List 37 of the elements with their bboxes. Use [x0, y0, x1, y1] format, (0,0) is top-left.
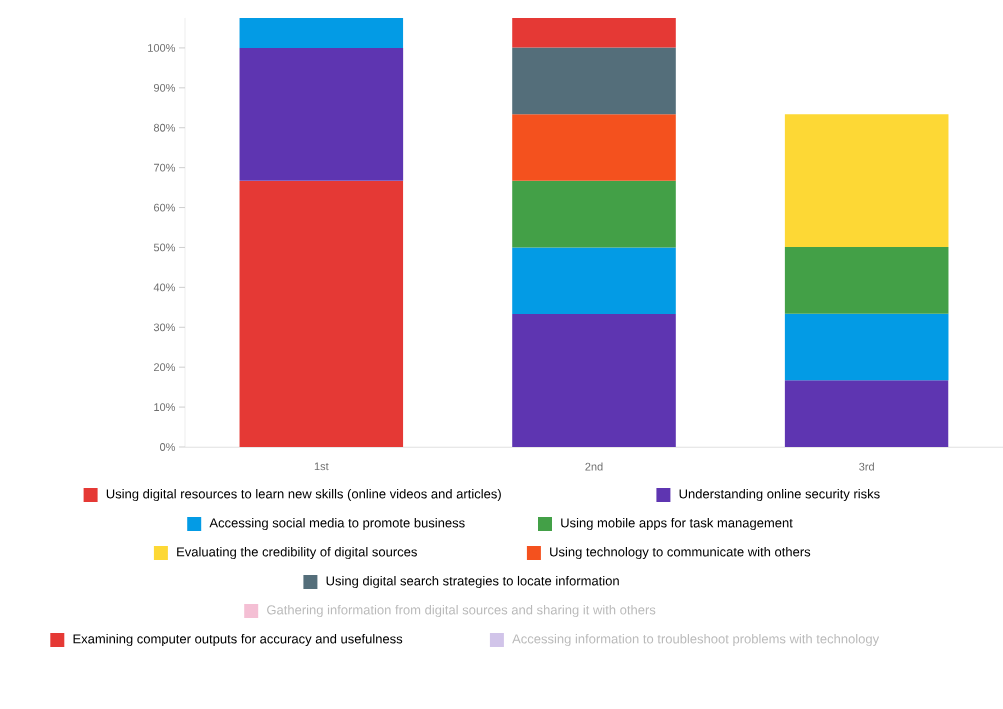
legend-label: Using mobile apps for task management: [561, 517, 793, 531]
bar: [512, 17, 676, 48]
legend-label: Evaluating the credibility of digital sources: [177, 546, 417, 560]
y-tick-label: 50%: [153, 243, 176, 252]
y-tick-label: 30%: [153, 323, 176, 332]
y-tick-label: 70%: [154, 163, 176, 172]
bar: [512, 247, 676, 315]
legend-label: Accessing information to troubleshoot problems with technology: [512, 633, 880, 647]
x-tick-label: 1st: [314, 462, 329, 471]
bar: [239, 17, 404, 48]
legend-label: Accessing social media to promote business: [209, 517, 465, 531]
bar: [239, 47, 404, 181]
bar: [512, 47, 676, 115]
legend-label: Using digital search strategies to locate information: [326, 575, 619, 589]
x-tick-label: 3rd: [859, 462, 874, 471]
bar: [784, 313, 949, 381]
y-tick-label: 90%: [153, 83, 176, 92]
y-tick-label: 10%: [154, 403, 176, 411]
bar: [239, 180, 404, 447]
x-tick-label: 2nd: [585, 462, 603, 471]
bar: [512, 114, 676, 181]
bar: [512, 314, 676, 447]
bar: [784, 380, 949, 447]
legend-label: Gathering information from digital sources and sharing it with others: [267, 604, 656, 618]
legend-label: Using digital resources to learn new skills (online videos and articles): [106, 488, 501, 502]
y-tick-label: 0%: [159, 443, 176, 451]
bar: [784, 114, 949, 248]
legend-label: Understanding online security risks: [679, 488, 880, 502]
bar: [512, 180, 676, 248]
legend-label: Using technology to communicate with others: [550, 546, 811, 560]
y-tick-label: 80%: [153, 123, 176, 132]
y-tick-label: 20%: [154, 363, 176, 372]
y-tick-label: 100%: [148, 44, 176, 52]
y-tick-label: 40%: [153, 283, 176, 292]
legend-label: Examining computer outputs for accuracy and usefulness: [73, 633, 403, 647]
bar: [784, 247, 949, 314]
y-tick-label: 60%: [154, 203, 176, 212]
